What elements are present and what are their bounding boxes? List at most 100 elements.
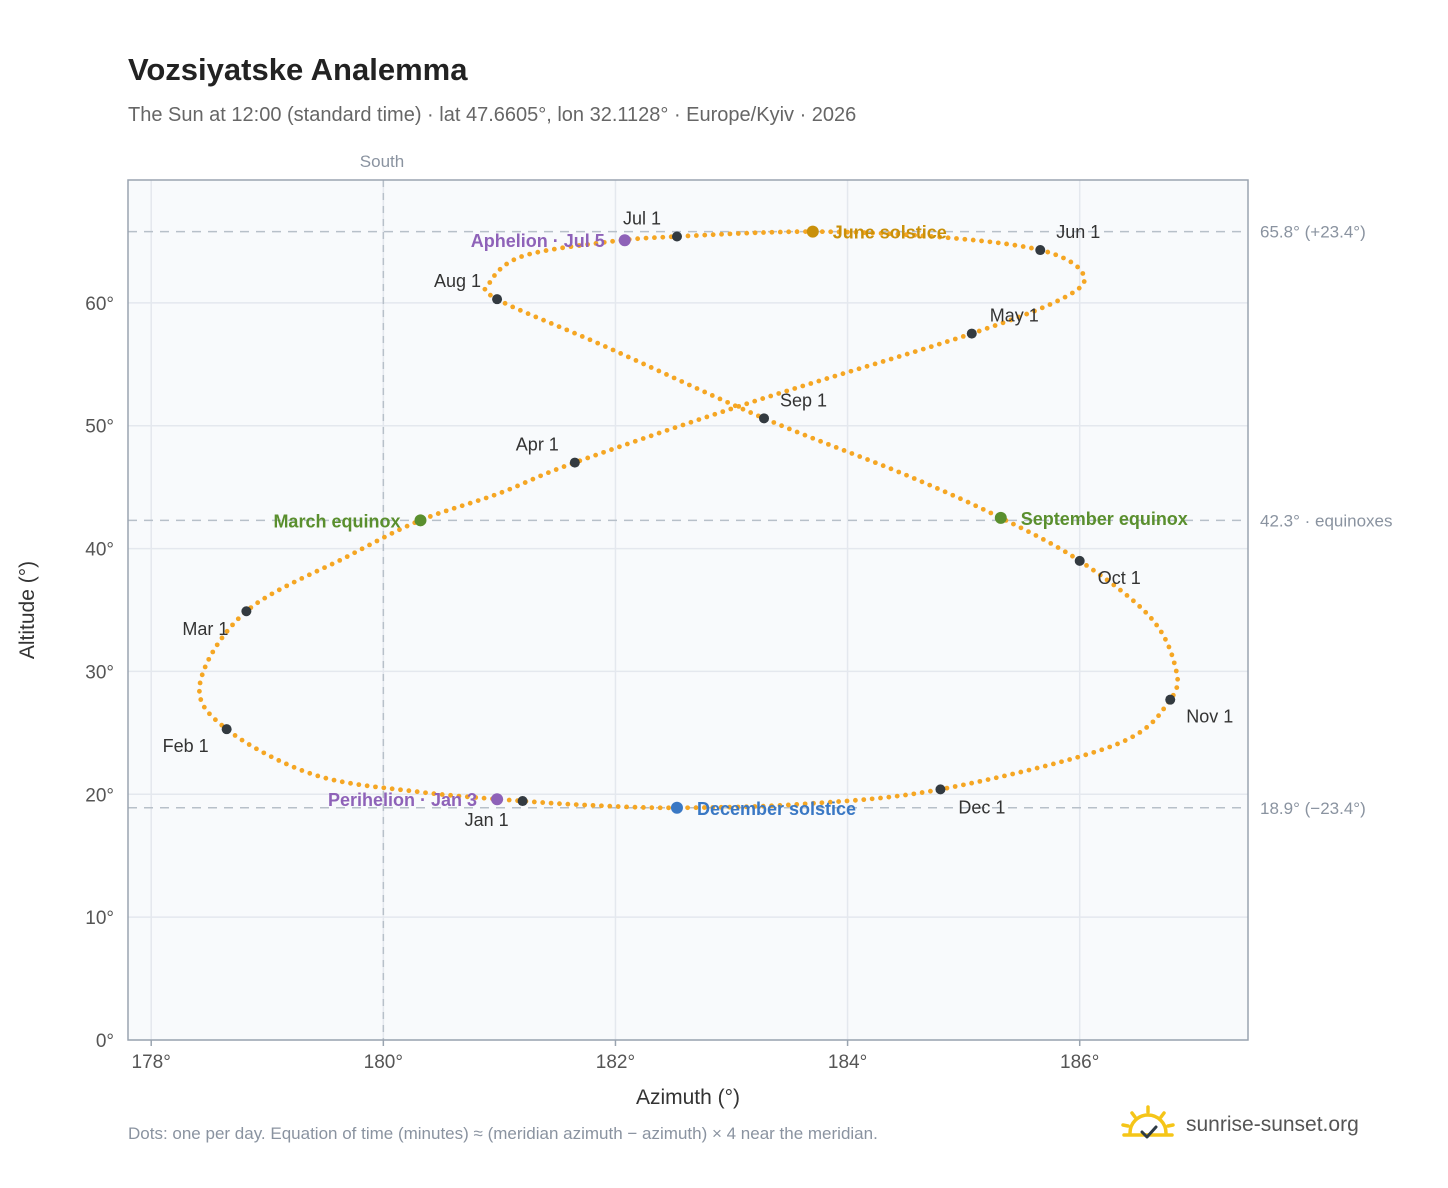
daily-sun-dot [912, 232, 918, 238]
daily-sun-dot [427, 514, 433, 519]
daily-sun-dot [224, 628, 230, 634]
daily-sun-dot [356, 782, 362, 788]
daily-sun-dot [878, 230, 884, 236]
daily-sun-dot [481, 795, 487, 801]
daily-sun-dot [727, 804, 732, 810]
daily-sun-dot [693, 233, 699, 238]
daily-sun-dot [239, 737, 245, 743]
daily-sun-dot [664, 372, 669, 377]
daily-sun-dot [585, 242, 590, 247]
daily-sun-dot [993, 775, 999, 781]
daily-sun-dot [610, 238, 615, 244]
daily-sun-dot [582, 802, 588, 808]
meridian-label: South [360, 152, 404, 171]
daily-sun-dot [992, 323, 998, 328]
daily-sun-dot [841, 448, 847, 453]
event-label: September equinox [1021, 509, 1188, 529]
daily-sun-dot [648, 433, 654, 439]
daily-sun-dot [235, 616, 241, 622]
daily-sun-dot [686, 382, 692, 388]
x-tick-label: 184° [828, 1052, 867, 1073]
daily-sun-dot [1040, 536, 1046, 542]
daily-sun-dot [1011, 521, 1016, 527]
daily-sun-dot [491, 492, 497, 498]
daily-sun-dot [856, 366, 862, 372]
daily-sun-dot [439, 792, 445, 797]
daily-sun-dot [475, 498, 481, 504]
daily-sun-dot [617, 444, 622, 450]
daily-sun-dot [1050, 761, 1056, 767]
daily-sun-dot [557, 801, 562, 807]
daily-sun-dot [1166, 644, 1172, 650]
daily-sun-dot [541, 317, 546, 323]
daily-sun-dot [934, 486, 940, 491]
daily-sun-dot [615, 804, 621, 809]
daily-sun-dot [389, 786, 395, 792]
daily-sun-dot [511, 257, 517, 263]
month-label: Oct 1 [1098, 568, 1141, 588]
daily-sun-dot [777, 229, 783, 235]
daily-sun-dot [784, 388, 790, 394]
event-marker [618, 234, 631, 247]
daily-sun-dot [572, 330, 577, 336]
brand[interactable]: sunrise-sunset.org [1120, 1100, 1359, 1150]
daily-sun-dot [254, 746, 259, 752]
daily-sun-dot [519, 254, 524, 259]
daily-sun-dot [919, 479, 925, 485]
daily-sun-dot [507, 486, 513, 492]
daily-sun-dot [1042, 763, 1048, 769]
daily-sun-dot [1143, 609, 1149, 615]
daily-sun-dot [1099, 747, 1105, 753]
analemma-curve [197, 229, 1181, 811]
daily-sun-dot [740, 406, 746, 412]
daily-sun-dot [1118, 587, 1123, 593]
daily-sun-dot [965, 499, 971, 505]
event-marker [994, 511, 1007, 524]
daily-sun-dot [492, 273, 497, 278]
daily-sun-dot [601, 449, 606, 455]
daily-sun-dot [802, 801, 808, 807]
daily-sun-dot [329, 561, 335, 567]
daily-sun-dot [880, 463, 886, 469]
daily-sun-dot [794, 802, 800, 807]
daily-sun-dot [656, 430, 662, 436]
daily-sun-dot [853, 229, 859, 235]
daily-sun-dot [777, 802, 783, 808]
daily-sun-dot [1174, 685, 1180, 690]
daily-sun-dot [1080, 271, 1086, 276]
daily-sun-dot [530, 476, 536, 482]
daily-sun-dot [640, 805, 646, 810]
daily-sun-dot [928, 788, 933, 794]
daily-sun-dot [896, 469, 902, 475]
daily-sun-dot [1171, 660, 1177, 666]
daily-sun-dot [865, 457, 870, 462]
daily-sun-dot [811, 800, 816, 806]
daily-sun-dot [761, 230, 766, 235]
daily-sun-dot [435, 511, 441, 516]
daily-sun-dot [962, 236, 968, 242]
daily-sun-dot [451, 505, 457, 511]
daily-sun-dot [1026, 529, 1031, 535]
daily-sun-dot [579, 334, 585, 339]
daily-sun-dot [725, 399, 731, 405]
daily-sun-dot [1002, 773, 1007, 779]
sun-logo-icon [1121, 1105, 1175, 1139]
daily-sun-dot [886, 794, 892, 800]
daily-sun-dot [197, 680, 203, 686]
daily-sun-dot [1081, 279, 1087, 284]
month-marker [671, 231, 682, 242]
daily-sun-dot [331, 777, 337, 783]
daily-sun-dot [1111, 582, 1117, 588]
month-marker [759, 413, 770, 424]
daily-sun-dot [367, 542, 372, 548]
chart-subtitle: The Sun at 12:00 (standard time) · lat 4… [128, 104, 857, 126]
daily-sun-dot [352, 550, 358, 556]
daily-sun-dot [861, 230, 867, 236]
daily-sun-dot [1115, 741, 1120, 747]
event-label: June solstice [833, 223, 947, 243]
daily-sun-dot [1012, 242, 1018, 248]
daily-sun-dot [888, 466, 894, 472]
daily-sun-dot [688, 419, 694, 425]
daily-sun-dot [928, 344, 934, 350]
daily-sun-dot [504, 261, 510, 267]
